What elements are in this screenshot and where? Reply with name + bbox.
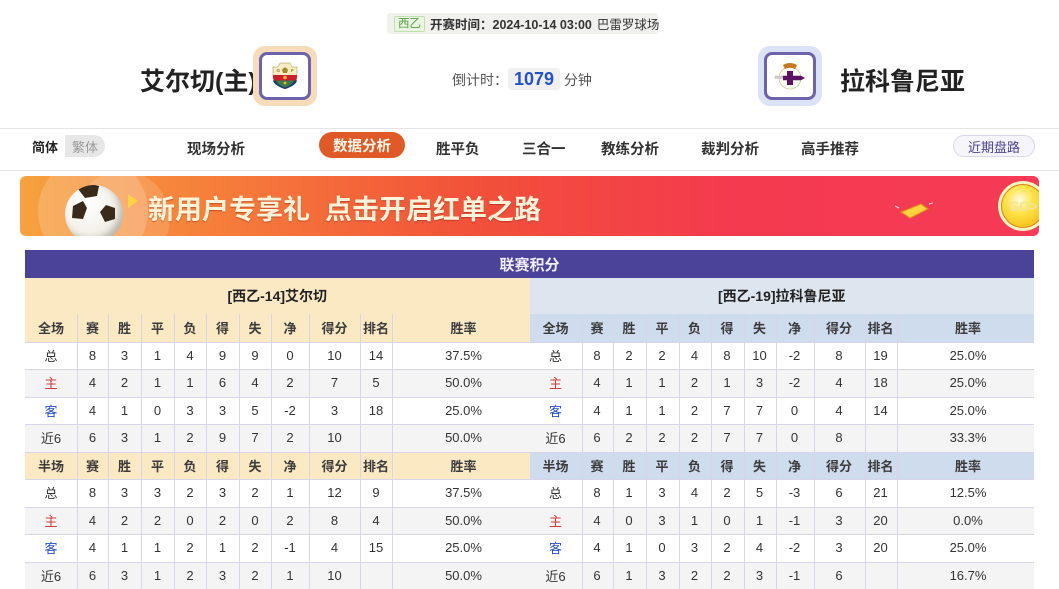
svg-text:G: G: [277, 68, 281, 73]
svg-text:F: F: [291, 68, 294, 73]
